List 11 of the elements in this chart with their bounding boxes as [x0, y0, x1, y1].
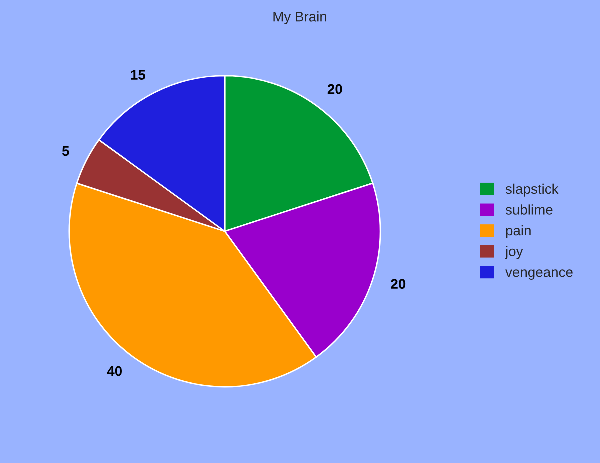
legend-label: vengeance: [506, 270, 573, 280]
data-label: 15: [131, 70, 146, 80]
legend-label: sublime: [506, 204, 553, 215]
data-label: 20: [391, 279, 406, 290]
data-label: 20: [328, 84, 342, 94]
chart-title: My Brain: [274, 12, 326, 25]
legend-label: slapstick: [506, 184, 559, 197]
legend-label: joy: [505, 246, 524, 260]
data-label: 40: [107, 366, 122, 376]
data-label: 5: [62, 146, 70, 156]
legend-label: pain: [506, 225, 531, 238]
